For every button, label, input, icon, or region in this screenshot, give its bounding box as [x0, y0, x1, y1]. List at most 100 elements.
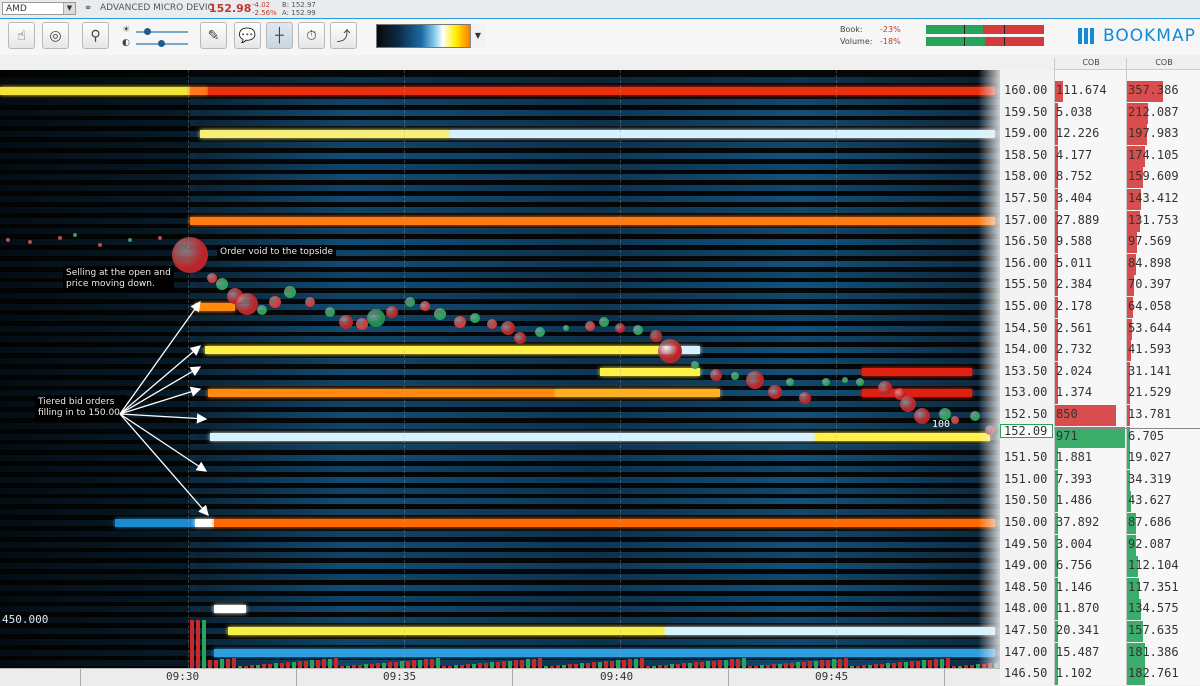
- crosshair-button[interactable]: ┼: [266, 22, 293, 49]
- volume-bar: [874, 664, 878, 668]
- cob-value: 1.146: [1056, 579, 1093, 594]
- cob-size-bar: [1127, 599, 1141, 621]
- volume-bar: [730, 659, 734, 668]
- cob-value: 64.058: [1128, 299, 1172, 313]
- trade-bubble: [128, 238, 132, 242]
- heatmap-color-scale[interactable]: [376, 24, 484, 48]
- order-bar: [214, 648, 995, 657]
- slider-knob[interactable]: [158, 40, 165, 47]
- order-bar: [195, 303, 235, 311]
- volume-bar: [826, 659, 830, 668]
- cob-value: 117.351: [1128, 579, 1179, 594]
- volume-bar: [484, 662, 488, 668]
- trade-bubble: [514, 332, 526, 344]
- price-label: 159.50: [1004, 104, 1048, 119]
- timer-button[interactable]: ⏱: [298, 22, 325, 49]
- arrow: [119, 345, 201, 415]
- chevron-down-icon[interactable]: ▼: [470, 24, 485, 48]
- volume-bar: [598, 661, 602, 668]
- volume-bar: [202, 620, 206, 668]
- current-price-marker: 152.09: [1000, 424, 1053, 438]
- trade-bubble: [236, 293, 258, 315]
- volume-bar: [250, 665, 254, 668]
- volume-bar: [232, 658, 236, 668]
- volume-bar: [220, 659, 224, 668]
- trade-bubble: [900, 396, 916, 412]
- pencil-icon: ✎: [207, 27, 220, 44]
- volume-bar: [406, 660, 410, 668]
- chart-edge-fade: [978, 70, 1000, 668]
- volume-bar: [442, 666, 446, 668]
- cob-size-bar: [1055, 167, 1058, 189]
- volume-bar: [286, 662, 290, 668]
- volume-bar: [346, 665, 350, 668]
- volume-buy-fill: [926, 37, 985, 46]
- chevron-down-icon[interactable]: ▼: [63, 3, 75, 14]
- liquidity-row: [0, 498, 1000, 505]
- liquidity-row: [0, 206, 1000, 213]
- liquidity-row: [0, 563, 1000, 570]
- liquidity-row: [0, 476, 1000, 483]
- volume-bar: [544, 666, 548, 668]
- volume-bar: [682, 663, 686, 668]
- contrast-slider[interactable]: [136, 40, 188, 47]
- cob-header: COB: [1127, 58, 1200, 70]
- volume-bar: [502, 661, 506, 668]
- liquidity-row: [0, 152, 1000, 159]
- price-change: -4.02 -2.56%: [252, 1, 277, 17]
- liquidity-row: [0, 77, 1000, 84]
- time-tick: [80, 669, 81, 686]
- cob-size-bar: [1127, 145, 1145, 167]
- volume-bar: [910, 661, 914, 668]
- volume-bar: [616, 660, 620, 668]
- trade-bubble: [615, 323, 625, 333]
- link-icon[interactable]: ⚭: [84, 3, 93, 14]
- volume-bar: [352, 665, 356, 668]
- volume-bar: [514, 660, 518, 668]
- trade-bubble: [951, 416, 959, 424]
- volume-label: Volume:: [840, 37, 873, 46]
- symbol-select[interactable]: AMD ▼: [2, 2, 76, 15]
- volume-bar: [298, 661, 302, 668]
- indicators-button[interactable]: ⤴: [330, 22, 357, 49]
- volume-bar: [580, 663, 584, 668]
- book-imbalance-bar: [926, 25, 1044, 34]
- cob-size-bar: [1127, 405, 1130, 426]
- volume-bar: [592, 662, 596, 668]
- snapshot-button[interactable]: ◎: [42, 22, 69, 49]
- liquidity-row: [0, 444, 1000, 451]
- instrument-name: ADVANCED MICRO DEVIC: [100, 3, 214, 13]
- ask-value: A: 152.99: [282, 9, 316, 17]
- trade-bubble: [28, 240, 32, 244]
- cob-value: 21.529: [1128, 385, 1172, 400]
- cob-size-bar: [1055, 642, 1058, 664]
- price-label: 149.50: [1004, 536, 1048, 551]
- brightness-slider[interactable]: [136, 28, 188, 35]
- liquidity-row: [0, 574, 1000, 580]
- note-button[interactable]: 💬: [234, 22, 261, 49]
- price-label: 147.50: [1004, 623, 1048, 637]
- trade-bubble: [325, 307, 335, 317]
- price-label: 154.50: [1004, 320, 1048, 335]
- time-label: 09:40: [600, 670, 634, 683]
- order-bar: [190, 216, 995, 225]
- time-tick: [512, 669, 513, 686]
- tick: [964, 25, 965, 34]
- liquidity-row: [0, 660, 1000, 667]
- heatmap-chart[interactable]: Order void to the topside Selling at the…: [0, 70, 1000, 668]
- cob-column-2: COB 357.386 212.087 197.983 174.105 159.609 1…: [1126, 58, 1200, 686]
- hand-tool-button[interactable]: ☝: [8, 22, 35, 49]
- price-label: 158.00: [1004, 169, 1048, 184]
- liquidity-row: [0, 163, 1000, 170]
- volume-bar: [844, 658, 848, 668]
- volume-bar: [862, 665, 866, 668]
- time-gridline: [836, 70, 837, 668]
- price-label: 149.00: [1004, 558, 1048, 573]
- slider-knob[interactable]: [144, 28, 151, 35]
- volume-bar: [586, 662, 590, 668]
- draw-button[interactable]: ✎: [200, 22, 227, 49]
- cob-size-bar: [1127, 383, 1130, 405]
- microscope-button[interactable]: ⚲: [82, 22, 109, 49]
- volume-bar: [964, 665, 968, 668]
- volume-bar: [790, 662, 794, 668]
